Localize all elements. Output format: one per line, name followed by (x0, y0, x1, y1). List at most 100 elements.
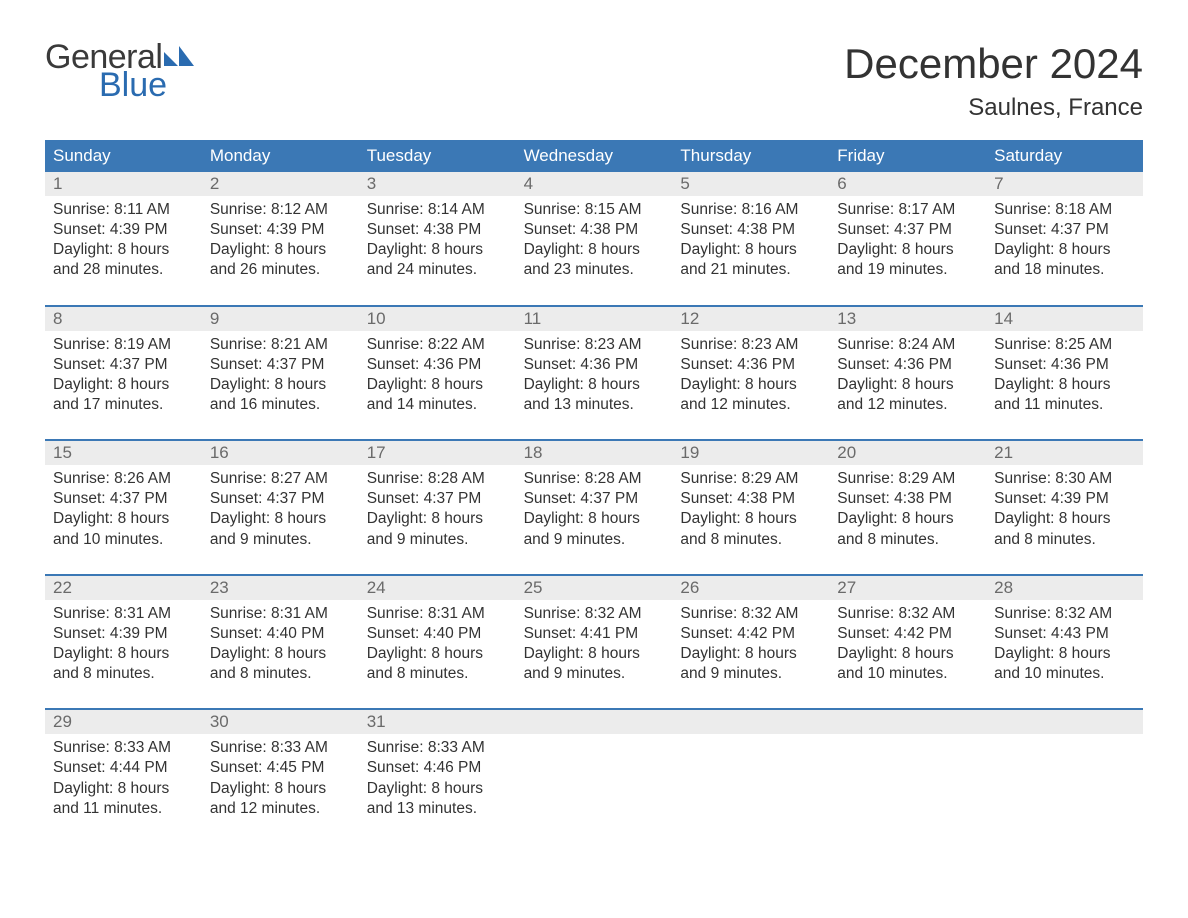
day-cell: Sunrise: 8:21 AMSunset: 4:37 PMDaylight:… (202, 331, 359, 426)
day-number: 5 (672, 172, 829, 196)
day-number: 18 (516, 441, 673, 465)
day-cell: Sunrise: 8:27 AMSunset: 4:37 PMDaylight:… (202, 465, 359, 560)
sunrise-line: Sunrise: 8:25 AM (994, 335, 1135, 355)
daylight-line: Daylight: 8 hours and 16 minutes. (210, 375, 351, 415)
sunrise-line: Sunrise: 8:16 AM (680, 200, 821, 220)
calendar-header-cell: Monday (202, 140, 359, 172)
sunrise-line: Sunrise: 8:17 AM (837, 200, 978, 220)
sunrise-line: Sunrise: 8:19 AM (53, 335, 194, 355)
sunrise-line: Sunrise: 8:23 AM (524, 335, 665, 355)
calendar-header-cell: Tuesday (359, 140, 516, 172)
sunrise-line: Sunrise: 8:32 AM (994, 604, 1135, 624)
daylight-line: Daylight: 8 hours and 11 minutes. (53, 779, 194, 819)
daylight-line: Daylight: 8 hours and 9 minutes. (524, 509, 665, 549)
day-number-row: 891011121314 (45, 307, 1143, 331)
sunrise-line: Sunrise: 8:29 AM (680, 469, 821, 489)
sunrise-line: Sunrise: 8:24 AM (837, 335, 978, 355)
sunrise-line: Sunrise: 8:28 AM (524, 469, 665, 489)
sunrise-line: Sunrise: 8:31 AM (367, 604, 508, 624)
sunset-line: Sunset: 4:39 PM (210, 220, 351, 240)
calendar-week: 1234567 Sunrise: 8:11 AM Sunset: 4:39 PM Da… (45, 172, 1143, 291)
day-number: 28 (986, 576, 1143, 600)
page-subtitle: Saulnes, France (844, 94, 1143, 122)
sunset-line: Sunset: 4:39 PM (994, 489, 1135, 509)
sunset-line: Sunset: 4:37 PM (994, 220, 1135, 240)
day-cell: Sunrise: 8:31 AMSunset: 4:40 PMDaylight:… (359, 600, 516, 695)
day-cell: Sunrise: 8:32 AMSunset: 4:43 PMDaylight:… (986, 600, 1143, 695)
daylight-line: Daylight: 8 hours and 9 minutes. (524, 644, 665, 684)
sunrise-line: Sunrise: 8:22 AM (367, 335, 508, 355)
day-cell: Sunrise: 8:32 AMSunset: 4:42 PMDaylight:… (829, 600, 986, 695)
sunset-line: Sunset: 4:38 PM (837, 489, 978, 509)
sunrise-line: Sunrise: 8:15 AM (524, 200, 665, 220)
day-number: 23 (202, 576, 359, 600)
brand-word-2: Blue (99, 68, 194, 102)
day-number (986, 710, 1143, 734)
sunset-line: Sunset: 4:37 PM (367, 489, 508, 509)
day-number: 6 (829, 172, 986, 196)
day-number: 1 (45, 172, 202, 196)
day-cell: Sunrise: 8:29 AMSunset: 4:38 PMDaylight:… (672, 465, 829, 560)
day-cell: Sunrise: 8:28 AMSunset: 4:37 PMDaylight:… (516, 465, 673, 560)
day-cell: Sunrise: 8:14 AMSunset: 4:38 PMDaylight:… (359, 196, 516, 291)
day-cell: Sunrise: 8:18 AMSunset: 4:37 PMDaylight:… (986, 196, 1143, 291)
calendar-header-row: SundayMondayTuesdayWednesdayThursdayFrid… (45, 140, 1143, 172)
day-cell: Sunrise: 8:29 AMSunset: 4:38 PMDaylight:… (829, 465, 986, 560)
day-number: 29 (45, 710, 202, 734)
daylight-line: Daylight: 8 hours and 12 minutes. (210, 779, 351, 819)
sunrise-line: Sunrise: 8:11 AM (53, 200, 194, 220)
daylight-line: Daylight: 8 hours and 9 minutes. (367, 509, 508, 549)
sunrise-line: Sunrise: 8:33 AM (367, 738, 508, 758)
sunset-line: Sunset: 4:40 PM (210, 624, 351, 644)
daylight-line: Daylight: 8 hours and 10 minutes. (53, 509, 194, 549)
sunrise-line: Sunrise: 8:32 AM (524, 604, 665, 624)
sunrise-line: Sunrise: 8:30 AM (994, 469, 1135, 489)
sunset-line: Sunset: 4:38 PM (680, 220, 821, 240)
day-cell: Sunrise: 8:32 AMSunset: 4:41 PMDaylight:… (516, 600, 673, 695)
day-number: 10 (359, 307, 516, 331)
daylight-line: Daylight: 8 hours and 10 minutes. (837, 644, 978, 684)
sunset-line: Sunset: 4:38 PM (680, 489, 821, 509)
daylight-line: Daylight: 8 hours and 8 minutes. (53, 644, 194, 684)
daylight-line: Daylight: 8 hours and 13 minutes. (524, 375, 665, 415)
daylight-line: Daylight: 8 hours and 24 minutes. (367, 240, 508, 280)
day-cell: Sunrise: 8:12 AMSunset: 4:39 PMDaylight:… (202, 196, 359, 291)
day-cell: Sunrise: 8:15 AMSunset: 4:38 PMDaylight:… (516, 196, 673, 291)
sunset-line: Sunset: 4:41 PM (524, 624, 665, 644)
brand-logo: General Blue (45, 40, 194, 102)
day-number: 19 (672, 441, 829, 465)
sunset-line: Sunset: 4:36 PM (680, 355, 821, 375)
calendar-week: 15161718192021Sunrise: 8:26 AMSunset: 4:… (45, 439, 1143, 560)
sunrise-line: Sunrise: 8:32 AM (837, 604, 978, 624)
sunset-line: Sunset: 4:36 PM (367, 355, 508, 375)
sunset-line: Sunset: 4:39 PM (53, 624, 194, 644)
daylight-line: Daylight: 8 hours and 12 minutes. (680, 375, 821, 415)
sunset-line: Sunset: 4:42 PM (680, 624, 821, 644)
sunset-line: Sunset: 4:45 PM (210, 758, 351, 778)
page-title: December 2024 (844, 40, 1143, 88)
daylight-line: Daylight: 8 hours and 21 minutes. (680, 240, 821, 280)
calendar-week: 22232425262728Sunrise: 8:31 AMSunset: 4:… (45, 574, 1143, 695)
day-number: 16 (202, 441, 359, 465)
sunrise-line: Sunrise: 8:31 AM (53, 604, 194, 624)
daylight-line: Daylight: 8 hours and 11 minutes. (994, 375, 1135, 415)
daylight-line: Daylight: 8 hours and 8 minutes. (994, 509, 1135, 549)
sunset-line: Sunset: 4:37 PM (53, 489, 194, 509)
sunset-line: Sunset: 4:36 PM (524, 355, 665, 375)
day-number: 31 (359, 710, 516, 734)
day-number: 17 (359, 441, 516, 465)
day-number: 3 (359, 172, 516, 196)
day-cell: Sunrise: 8:31 AMSunset: 4:40 PMDaylight:… (202, 600, 359, 695)
day-cell: Sunrise: 8:32 AMSunset: 4:42 PMDaylight:… (672, 600, 829, 695)
day-number (672, 710, 829, 734)
day-number: 9 (202, 307, 359, 331)
day-number: 11 (516, 307, 673, 331)
day-number-row: 15161718192021 (45, 441, 1143, 465)
day-number-row: 1234567 (45, 172, 1143, 196)
sunrise-line: Sunrise: 8:29 AM (837, 469, 978, 489)
daylight-line: Daylight: 8 hours and 14 minutes. (367, 375, 508, 415)
day-number: 7 (986, 172, 1143, 196)
day-number: 27 (829, 576, 986, 600)
day-number: 24 (359, 576, 516, 600)
daylight-line: Daylight: 8 hours and 8 minutes. (680, 509, 821, 549)
